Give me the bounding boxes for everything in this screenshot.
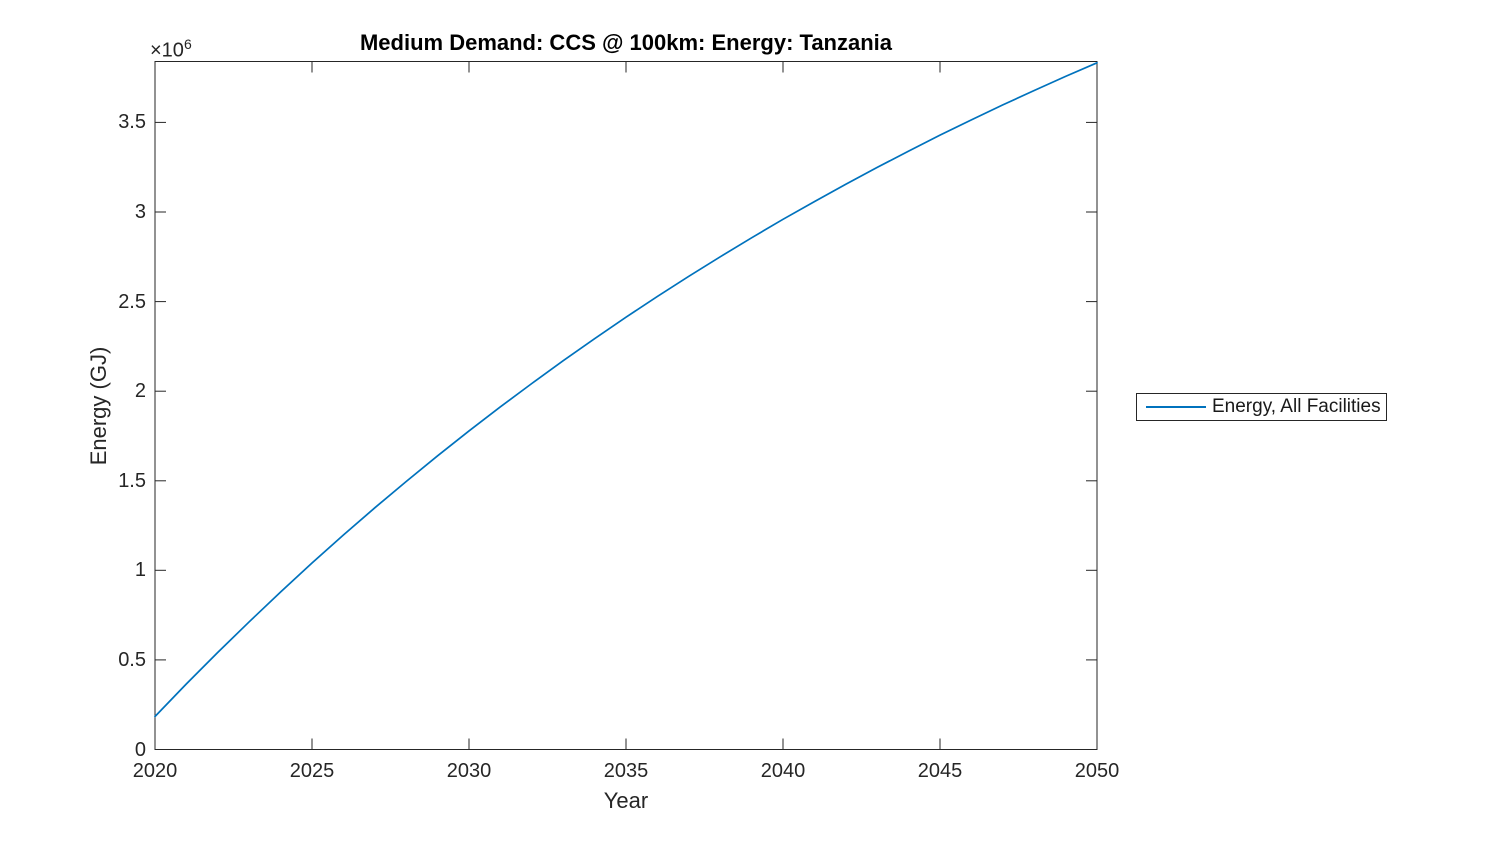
y-tick-label: 0.5: [118, 648, 146, 671]
exponent-base: ×10: [150, 39, 184, 62]
legend-line-sample: [1146, 406, 1206, 408]
legend-label: Energy, All Facilities: [1212, 396, 1381, 417]
x-tick-label: 2045: [917, 760, 963, 782]
y-tick-label: 2.5: [118, 290, 146, 313]
legend: Energy, All Facilities: [1136, 393, 1387, 421]
exponent-power: 6: [183, 36, 192, 52]
y-axis-label: Energy (GJ): [86, 346, 111, 466]
x-tick-label: 2035: [603, 760, 649, 782]
x-tick-label: 2040: [760, 760, 806, 782]
x-axis-label: Year: [603, 788, 649, 813]
y-tick-label: 3: [134, 201, 146, 223]
x-tick-label: 2020: [132, 760, 178, 782]
y-tick-label: 1.5: [118, 469, 146, 492]
chart-title: Medium Demand: CCS @ 100km: Energy: Tanz…: [359, 30, 893, 55]
x-tick-label: 2030: [446, 760, 492, 782]
y-tick-label: 2: [134, 380, 146, 403]
x-tick-label: 2025: [289, 760, 335, 782]
x-tick-label: 2050: [1074, 760, 1120, 782]
y-axis-exponent-label: ×106: [150, 36, 192, 63]
y-tick-label: 1: [134, 559, 146, 582]
y-tick-label: 0: [134, 738, 146, 761]
y-tick-label: 3.5: [118, 111, 146, 134]
